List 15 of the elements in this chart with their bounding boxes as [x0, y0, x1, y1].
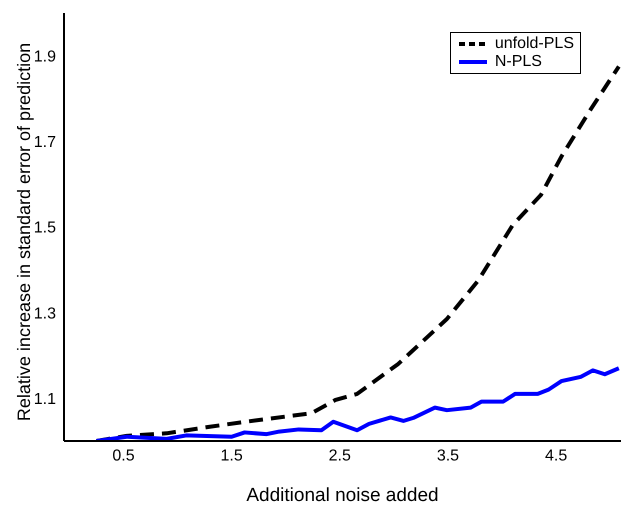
y-tick-label: 1.7 [34, 134, 56, 152]
y-tick-label: 1.1 [34, 390, 56, 408]
y-tick-label: 1.3 [34, 305, 56, 322]
y-tick-label: 1.5 [34, 220, 56, 237]
legend-label: unfold-PLS [494, 35, 574, 53]
x-axis-title: Additional noise added [246, 485, 439, 506]
x-tick-label: 4.5 [544, 447, 568, 464]
x-tick-label: 3.5 [436, 447, 460, 464]
x-tick-label: 1.5 [220, 447, 243, 464]
legend-label: N-PLS [494, 53, 542, 71]
line-series [94, 366, 621, 441]
y-tick-label: 1.9 [34, 48, 56, 66]
y-axis-title: Relative increase in standard error of prediction [14, 42, 34, 422]
x-tick-label: 2.5 [328, 447, 352, 464]
x-tick-label: 0.5 [112, 447, 135, 464]
